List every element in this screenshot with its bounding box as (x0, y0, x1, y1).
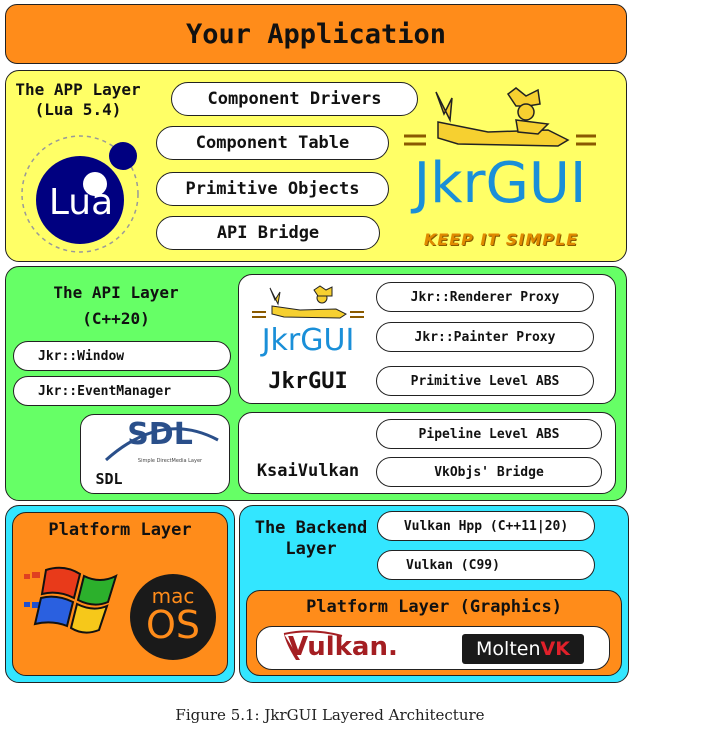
jkrgui-box-label: JkrGUI (268, 369, 348, 394)
jkrgui-mascot-large (404, 87, 596, 147)
platform-layer-label: Platform Layer (48, 520, 192, 540)
vulkan-logo-swoosh (283, 630, 343, 660)
moltenvk-text-vk: VK (540, 638, 570, 660)
renderer-proxy-pill: Jkr::Renderer Proxy (376, 282, 594, 312)
sdl-logo-subtext: Simple DirectMedia Layer (137, 458, 203, 464)
painter-proxy-pill: Jkr::Painter Proxy (376, 322, 594, 352)
primitive-objects-pill: Primitive Objects (156, 172, 389, 206)
sdl-label: SDL (95, 470, 123, 488)
jkrgui-logo-small: JkrGUI (261, 323, 355, 358)
sdl-logo-text: SDL (127, 417, 193, 452)
api-bridge-pill: API Bridge (156, 216, 380, 250)
jkrgui-mascot-small (252, 285, 364, 319)
platform-graphics-label: Platform Layer (Graphics) (306, 597, 562, 617)
moltenvk-logo: Molten VK (462, 634, 584, 664)
component-drivers-pill: Component Drivers (171, 82, 418, 116)
vkobjs-bridge-pill: VkObjs' Bridge (376, 457, 602, 487)
backend-layer-label: The Backend Layer (254, 518, 368, 560)
sdl-box (80, 414, 230, 494)
primitive-level-abs-pill: Primitive Level ABS (376, 366, 594, 396)
component-table-pill: Component Table (156, 126, 389, 160)
macos-logo-text-os: OS (145, 603, 201, 647)
application-title: Your Application (185, 18, 447, 50)
vulkan-hpp-pill: Vulkan Hpp (C++11|20) (377, 511, 595, 541)
vulkan-c99-pill: Vulkan (C99) (377, 550, 595, 580)
figure-caption: Figure 5.1: JkrGUI Layered Architecture (175, 706, 485, 724)
macos-logo-icon (130, 574, 216, 660)
jkr-window-pill: Jkr::Window (13, 341, 231, 371)
lua-logo-text: Lua (48, 182, 114, 223)
vulkan-logo-text: Vulkan. (288, 632, 398, 662)
lua-logo (21, 135, 139, 253)
ksaivulkan-label: KsaiVulkan (256, 461, 360, 481)
sdl-logo-swoosh (105, 427, 219, 462)
jkrgui-wordmark-large: JkrGUI (413, 151, 587, 216)
api-layer-label: The API Layer (C++20) (53, 283, 179, 328)
windows-logo-icon (24, 566, 118, 634)
application-banner: Your Application (5, 4, 627, 64)
moltenvk-text-molten: Molten (476, 638, 541, 660)
app-layer-label: The APP Layer (Lua 5.4) (15, 80, 141, 119)
macos-logo-text-mac: mac (151, 584, 195, 608)
tagline: KEEP IT SIMPLE (423, 230, 579, 249)
pipeline-level-abs-pill: Pipeline Level ABS (376, 419, 602, 449)
jkr-eventmanager-pill: Jkr::EventManager (13, 376, 231, 406)
